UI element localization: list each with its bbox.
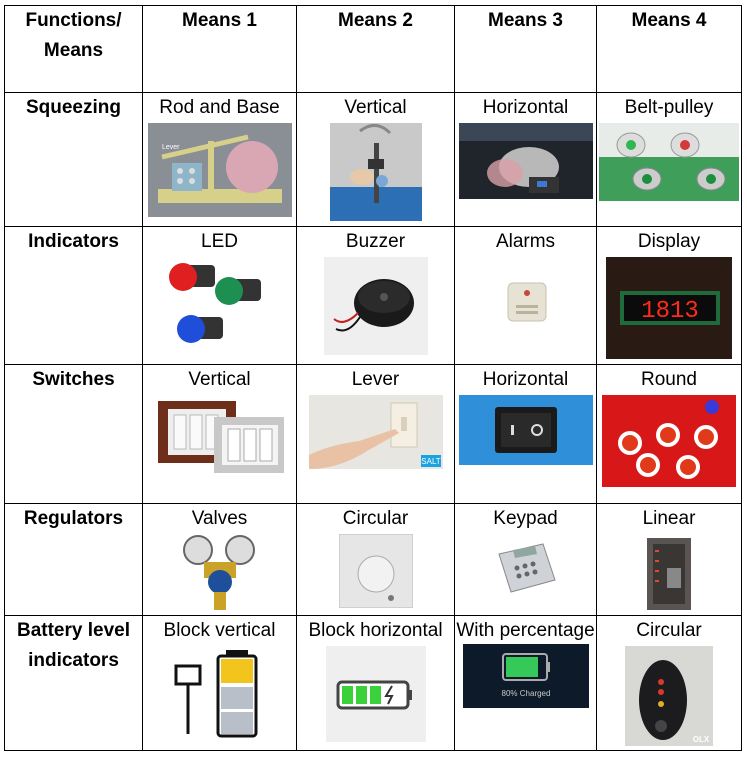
cell-display: Display 1813 [596,226,742,365]
belt-pulley-image [599,123,739,201]
cell-rod-and-base: Rod and Base Lever [142,92,297,227]
function-switches: Switches [4,364,143,504]
svg-text:1813: 1813 [641,298,699,325]
rod-and-base-image: Lever [147,123,292,217]
cell-valves: Valves [142,503,297,616]
row-squeezing: Squeezing Rod and Base Lever Vertical [4,92,742,227]
cell-buzzer: Buzzer [296,226,455,365]
linear-regulator-image [639,534,699,614]
morphological-chart: Functions/ Means Means 1 Means 2 Means 3… [4,5,742,751]
vertical-switch-image [151,395,288,479]
row-switches: Switches Vertical Lever [4,364,742,504]
svg-text:80% Charged: 80% Charged [501,689,550,698]
header-means-2: Means 2 [296,5,455,93]
row-battery-level-indicators: Battery level indicators Block vertical … [4,615,742,751]
circular-regulator-image [338,534,413,608]
header-row: Functions/ Means Means 1 Means 2 Means 3… [4,5,742,93]
svg-text:Lever: Lever [162,144,180,151]
svg-text:SALT: SALT [421,457,441,466]
row-regulators: Regulators Valves Circular Keypad [4,503,742,616]
function-regulators: Regulators [4,503,143,616]
svg-text:OLX: OLX [693,735,710,744]
cell-round-switch: Round [596,364,742,504]
buzzer-image [323,257,428,355]
block-horizontal-battery-image [325,646,426,742]
led-image [160,257,279,357]
percentage-battery-image: 80% Charged [462,644,589,708]
function-battery-level-indicators: Battery level indicators [4,615,143,751]
alarm-image [485,257,566,349]
cell-vertical-switch: Vertical [142,364,297,504]
cell-lever-switch: Lever SALT [296,364,455,504]
header-means-4: Means 4 [596,5,742,93]
cell-belt-pulley: Belt-pulley [596,92,742,227]
cell-block-vertical: Block vertical [142,615,297,751]
function-indicators: Indicators [4,226,143,365]
header-means-3: Means 3 [454,5,597,93]
keypad-image [490,534,561,598]
function-squeezing: Squeezing [4,92,143,227]
lever-switch-image: SALT [308,395,443,469]
vertical-squeezer-image [329,123,422,221]
cell-led: LED [142,226,297,365]
cell-horizontal-squeeze: Horizontal [454,92,597,227]
cell-linear-regulator: Linear [596,503,742,616]
cell-vertical-squeeze: Vertical [296,92,455,227]
cell-block-horizontal: Block horizontal [296,615,455,751]
row-indicators: Indicators LED Buzzer [4,226,742,365]
cell-circular-battery: Circular OLX [596,615,742,751]
cell-with-percentage: With percentage 80% Charged [454,615,597,751]
seven-segment-display-image: 1813 [606,257,732,359]
horizontal-squeezer-image [458,123,593,199]
rocker-switch-image [458,395,593,465]
round-button-image [602,395,736,487]
header-functions-means: Functions/ Means [4,5,143,93]
block-vertical-battery-image [167,646,272,740]
valve-regulator-image [173,534,266,614]
cell-alarms: Alarms [454,226,597,365]
circular-battery-device-image: OLX [625,646,713,746]
cell-keypad: Keypad [454,503,597,616]
cell-circular-regulator: Circular [296,503,455,616]
cell-horizontal-switch: Horizontal [454,364,597,504]
header-means-1: Means 1 [142,5,297,93]
